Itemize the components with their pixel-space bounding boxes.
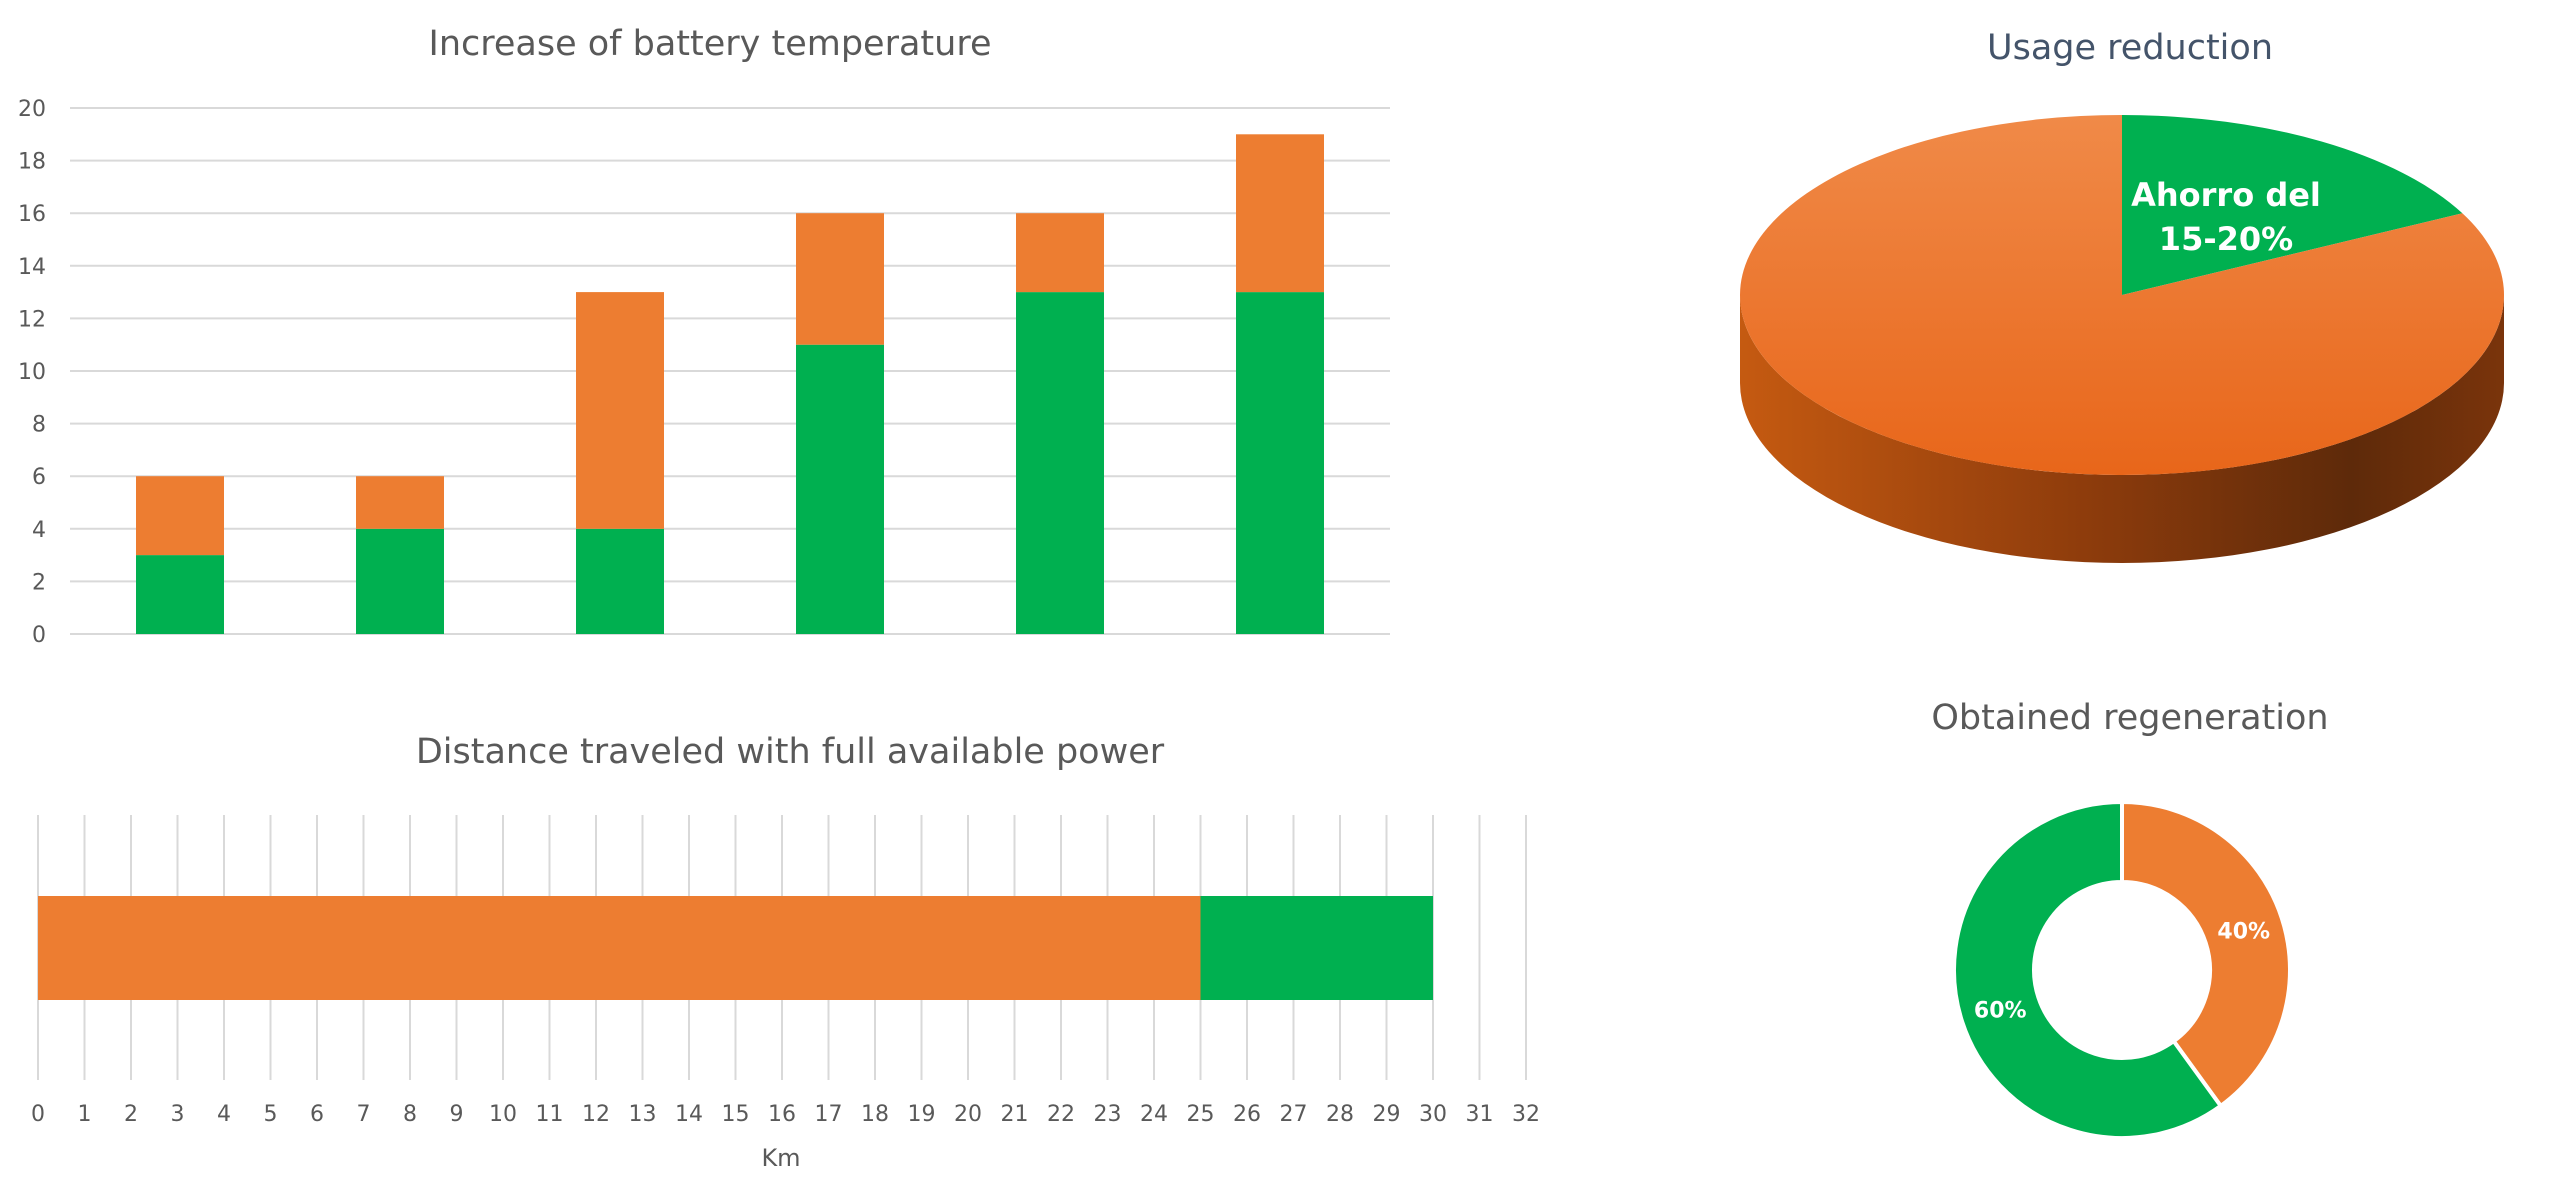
donut-slice-label: 60% [1974,999,2027,1024]
x-tick-label: 18 [861,1102,889,1127]
y-tick-label: 12 [18,307,46,332]
x-tick-label: 14 [675,1102,703,1127]
bar-segment [796,213,884,345]
x-tick-label: 7 [357,1102,371,1127]
usage-reduction-pie: Ahorro del 15-20% [1740,115,2504,563]
bar-segment [38,896,1201,1000]
x-tick-label: 8 [403,1102,417,1127]
regeneration-chart: Obtained regeneration 40% 60% [1700,680,2560,1180]
bar-segment [136,476,224,556]
y-tick-label: 4 [32,518,46,543]
x-tick-label: 24 [1140,1102,1168,1127]
distance-title: Distance traveled with full available po… [415,732,1165,772]
x-tick-label: 25 [1187,1102,1215,1127]
x-tick-label: 15 [722,1102,750,1127]
y-tick-label: 14 [18,255,46,280]
pie-slice [1740,115,2504,475]
pie-slice [2122,115,2463,295]
x-tick-label: 2 [124,1102,138,1127]
distance-chart: Distance traveled with full available po… [0,710,1580,1180]
distance-plot: 0 1 2 3 4 5 6 7 8 9 10 11 12 13 14 15 16 17 18 19 20 21 22 23 24… [31,815,1540,1172]
pie-slice-label: Ahorro del [2131,176,2321,214]
x-tick-label: 6 [310,1102,324,1127]
battery-temperature-plot: 0 2 4 6 8 10 12 14 16 18 20 [18,97,1390,648]
regeneration-donut: 40% 60% [1952,799,2292,1140]
usage-reduction-title: Usage reduction [1986,28,2273,68]
x-tick-label: 17 [815,1102,843,1127]
bar-segment [576,528,664,634]
bar-segment [136,555,224,634]
bar-segment [1236,292,1324,634]
x-tick-label: 5 [264,1102,278,1127]
y-tick-label: 8 [32,413,46,438]
x-tick-label: 22 [1047,1102,1075,1127]
x-tick-label: 4 [217,1102,231,1127]
x-tick-label: 26 [1233,1102,1261,1127]
x-tick-label: 0 [31,1102,45,1127]
x-tick-label: 29 [1373,1102,1401,1127]
battery-temperature-title: Increase of battery temperature [428,24,992,64]
donut-slice-label: 40% [2217,919,2270,944]
x-tick-label: 12 [582,1102,610,1127]
x-tick-label: 11 [536,1102,564,1127]
x-tick-label: 23 [1094,1102,1122,1127]
usage-reduction-chart: Usage reduction Ahorro del 15-20% [1700,0,2560,640]
x-tick-label: 30 [1419,1102,1447,1127]
bar-segment [356,476,444,529]
y-tick-label: 10 [18,360,46,385]
x-tick-label: 20 [954,1102,982,1127]
bar-segment [796,344,884,634]
x-tick-label: 31 [1466,1102,1494,1127]
x-tick-label: 16 [768,1102,796,1127]
y-tick-label: 16 [18,202,46,227]
pie-slice-label: 15-20% [2159,220,2293,258]
y-tick-label: 6 [32,465,46,490]
y-tick-label: 20 [18,97,46,122]
y-tick-label: 0 [32,623,46,648]
x-tick-label: 28 [1326,1102,1354,1127]
pie-side-wall [1740,295,2504,563]
x-tick-label: 3 [171,1102,185,1127]
bar-segment [1200,896,1433,1000]
bar-segment [576,292,664,529]
bar-segment [1016,292,1104,634]
x-tick-label: 1 [78,1102,92,1127]
battery-temperature-chart: Increase of battery temperature 0 2 4 6 8 10 1… [0,0,1420,660]
x-tick-label: 9 [450,1102,464,1127]
donut-slice [2120,799,2292,1109]
regeneration-title: Obtained regeneration [1931,698,2329,738]
bar-segment [1236,134,1324,293]
x-tick-label: 21 [1001,1102,1029,1127]
y-tick-label: 2 [32,570,46,595]
x-tick-label: 27 [1280,1102,1308,1127]
x-tick-label: 32 [1512,1102,1540,1127]
x-tick-label: 19 [908,1102,936,1127]
x-tick-label: 13 [629,1102,657,1127]
bar-segment [356,528,444,634]
donut-slice [1952,799,2224,1140]
y-tick-label: 18 [18,150,46,175]
x-axis-label: Km [761,1144,800,1172]
x-tick-label: 10 [489,1102,517,1127]
bar-segment [1016,213,1104,293]
